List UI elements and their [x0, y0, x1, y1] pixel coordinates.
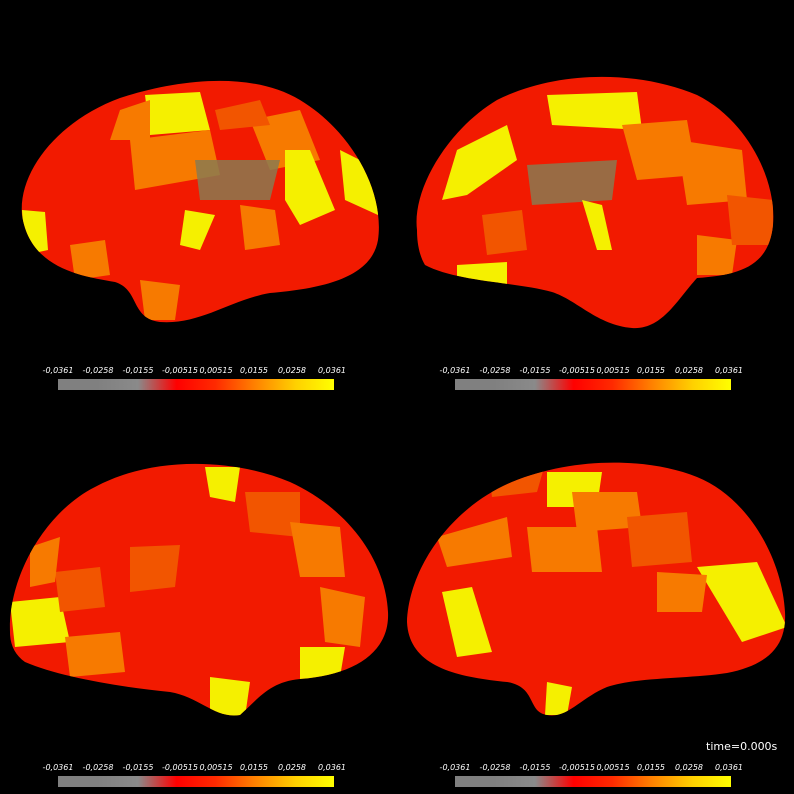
colorbar-tick: 0,0361	[715, 763, 743, 772]
colorbar-gradient	[58, 776, 334, 787]
colorbar-tick: -0,0258	[479, 366, 511, 375]
colorbar-tick: -0,0155	[519, 366, 551, 375]
colorbar-tick: 0,0258	[675, 366, 703, 375]
colorbar: -0,0361 -0,0258 -0,0155 -0,00515 0,00515…	[0, 763, 397, 793]
brain-view-bottom-right: -0,0361 -0,0258 -0,0155 -0,00515 0,00515…	[397, 397, 794, 794]
colorbar-gradient	[455, 776, 731, 787]
colorbar: -0,0361 -0,0258 -0,0155 -0,00515 0,00515…	[397, 366, 794, 396]
colorbar-tick: -0,0155	[122, 366, 154, 375]
colorbar-tick: -0,0155	[122, 763, 154, 772]
colorbar-ticks: -0,0361 -0,0258 -0,0155 -0,00515 0,00515…	[38, 763, 346, 775]
colorbar: -0,0361 -0,0258 -0,0155 -0,00515 0,00515…	[0, 366, 397, 396]
colorbar-tick: -0,0258	[82, 763, 114, 772]
colorbar-tick: 0,00515	[596, 763, 630, 772]
brain-surface-medial-left	[9, 463, 389, 716]
time-label: time=0.000s	[706, 740, 778, 753]
colorbar-ticks: -0,0361 -0,0258 -0,0155 -0,00515 0,00515…	[38, 366, 346, 378]
colorbar: -0,0361 -0,0258 -0,0155 -0,00515 0,00515…	[397, 763, 794, 793]
colorbar-tick: 0,00515	[199, 366, 233, 375]
colorbar-gradient	[58, 379, 334, 390]
colorbar-tick: -0,00515	[162, 366, 198, 375]
colorbar-tick: 0,0155	[240, 763, 268, 772]
brain-view-bottom-left: -0,0361 -0,0258 -0,0155 -0,00515 0,00515…	[0, 397, 397, 794]
colorbar-tick: 0,0361	[318, 763, 346, 772]
colorbar-tick: -0,00515	[559, 763, 595, 772]
colorbar-tick: -0,00515	[559, 366, 595, 375]
colorbar-tick: -0,0155	[519, 763, 551, 772]
colorbar-tick: 0,0258	[278, 366, 306, 375]
colorbar-tick: -0,0258	[479, 763, 511, 772]
colorbar-tick: -0,00515	[162, 763, 198, 772]
colorbar-tick: 0,0155	[637, 763, 665, 772]
colorbar-tick: 0,0155	[637, 366, 665, 375]
colorbar-tick: 0,0361	[715, 366, 743, 375]
colorbar-tick: 0,0155	[240, 366, 268, 375]
brain-view-top-right: -0,0361 -0,0258 -0,0155 -0,00515 0,00515…	[397, 0, 794, 397]
colorbar-ticks: -0,0361 -0,0258 -0,0155 -0,00515 0,00515…	[435, 763, 743, 775]
colorbar-tick: -0,0361	[439, 366, 471, 375]
colorbar-tick: 0,0361	[318, 366, 346, 375]
brain-surface-lateral-right	[416, 76, 774, 329]
colorbar-tick: -0,0361	[42, 366, 74, 375]
colorbar-tick: -0,0258	[82, 366, 114, 375]
colorbar-tick: -0,0361	[439, 763, 471, 772]
brain-surface-medial-right	[407, 462, 786, 716]
colorbar-tick: 0,0258	[278, 763, 306, 772]
brain-view-top-left: -0,0361 -0,0258 -0,0155 -0,00515 0,00515…	[0, 0, 397, 397]
colorbar-tick: 0,00515	[199, 763, 233, 772]
colorbar-tick: 0,00515	[596, 366, 630, 375]
colorbar-tick: 0,0258	[675, 763, 703, 772]
colorbar-gradient	[455, 379, 731, 390]
brain-surface-lateral-left	[21, 80, 379, 323]
colorbar-tick: -0,0361	[42, 763, 74, 772]
colorbar-ticks: -0,0361 -0,0258 -0,0155 -0,00515 0,00515…	[435, 366, 743, 378]
